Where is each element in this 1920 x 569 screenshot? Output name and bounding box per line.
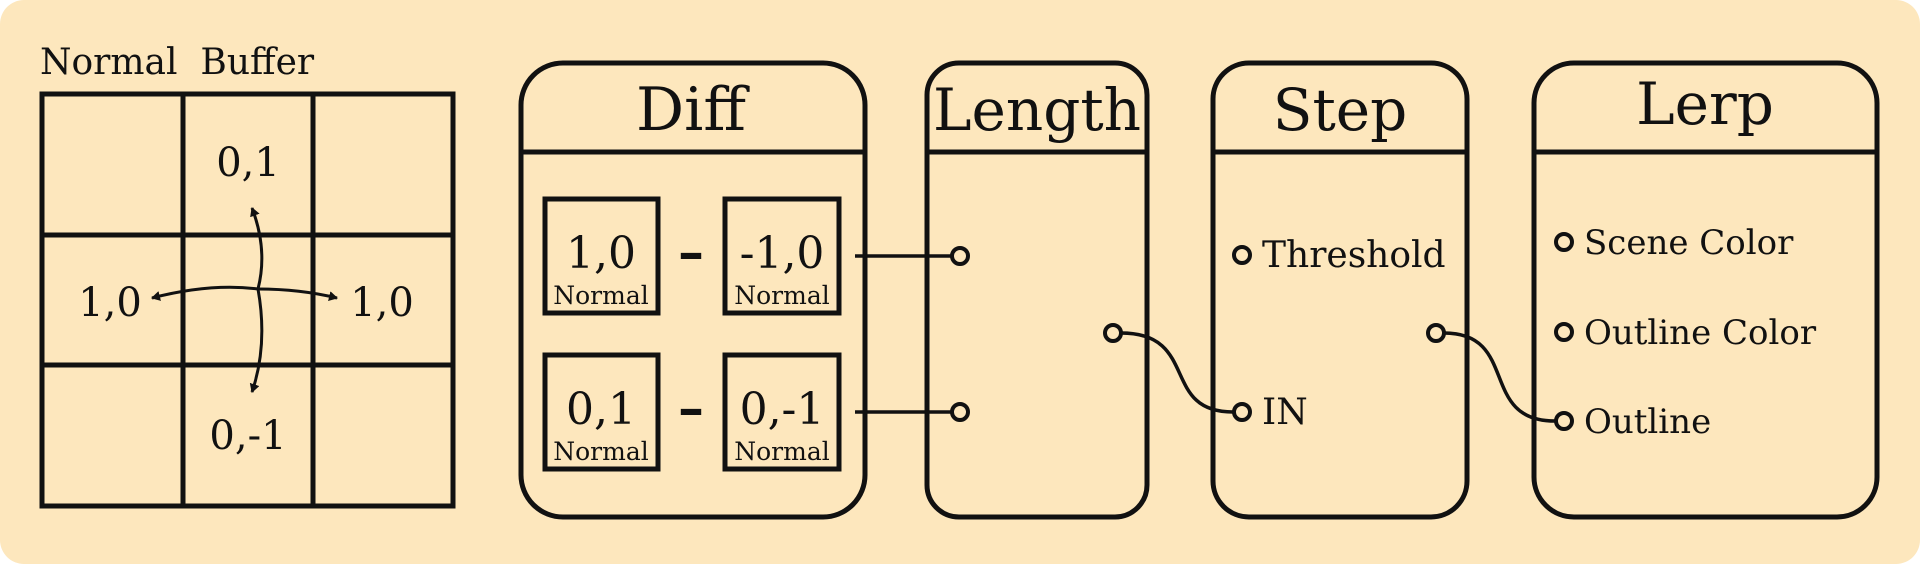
arrow-down — [249, 288, 264, 393]
node-lerp-title: Lerp — [1636, 70, 1774, 138]
arrow-right — [257, 287, 338, 301]
diff-minus-sign: – — [678, 222, 704, 283]
node-step-title: Step — [1273, 76, 1408, 144]
diff-operand-value: 0,1 — [566, 384, 636, 435]
length-input-port[interactable] — [950, 402, 970, 422]
lerp-input-port[interactable] — [1554, 322, 1574, 342]
diff-operand-value: 1,0 — [566, 228, 636, 279]
lerp-input-port[interactable] — [1554, 411, 1574, 431]
node-length[interactable]: Length — [924, 60, 1150, 520]
normal-buffer: Normal Buffer 0,1 1,0 1,0 0,-1 — [39, 42, 456, 509]
diff-operand-value: 0,-1 — [740, 384, 825, 435]
cell-bottom: 0,-1 — [209, 413, 286, 459]
length-input-port[interactable] — [950, 246, 970, 266]
lerp-input-port[interactable] — [1554, 232, 1574, 252]
arrow-up — [250, 207, 264, 290]
diff-operand-label: Normal — [734, 281, 829, 310]
lerp-input-label: Outline Color — [1584, 313, 1817, 353]
node-step[interactable]: Step Threshold IN — [1210, 60, 1470, 520]
wire-step-to-lerp — [1443, 331, 1556, 423]
wires — [855, 254, 1556, 423]
diff-operand-label: Normal — [553, 437, 648, 466]
cell-top: 0,1 — [216, 140, 280, 186]
node-diff[interactable]: Diff 1,0 Normal – -1,0 Normal 0,1 Normal… — [518, 60, 868, 520]
node-lerp[interactable]: Lerp Scene Color Outline Color Outline — [1531, 60, 1880, 520]
lerp-input-label: Outline — [1584, 402, 1711, 442]
buffer-grid — [39, 91, 456, 509]
node-length-title: Length — [933, 76, 1141, 144]
diff-operand-label: Normal — [553, 281, 648, 310]
step-input-port[interactable] — [1232, 245, 1252, 265]
arrow-left — [151, 285, 259, 301]
step-input-label: Threshold — [1262, 235, 1446, 276]
wire-length-to-step — [1120, 331, 1234, 414]
diff-operand-label: Normal — [734, 437, 829, 466]
lerp-input-label: Scene Color — [1584, 223, 1794, 263]
step-input-port[interactable] — [1232, 402, 1252, 422]
sample-arrows — [151, 207, 338, 393]
diff-row: 1,0 Normal – -1,0 Normal — [542, 196, 842, 316]
node-diff-title: Diff — [636, 75, 750, 145]
cell-left: 1,0 — [78, 280, 142, 326]
buffer-title: Normal Buffer — [40, 42, 315, 83]
step-input-label: IN — [1262, 392, 1308, 433]
diff-minus-sign: – — [678, 378, 704, 439]
diff-operand-value: -1,0 — [740, 228, 825, 279]
diff-row: 0,1 Normal – 0,-1 Normal — [542, 352, 842, 472]
cell-right: 1,0 — [350, 280, 414, 326]
